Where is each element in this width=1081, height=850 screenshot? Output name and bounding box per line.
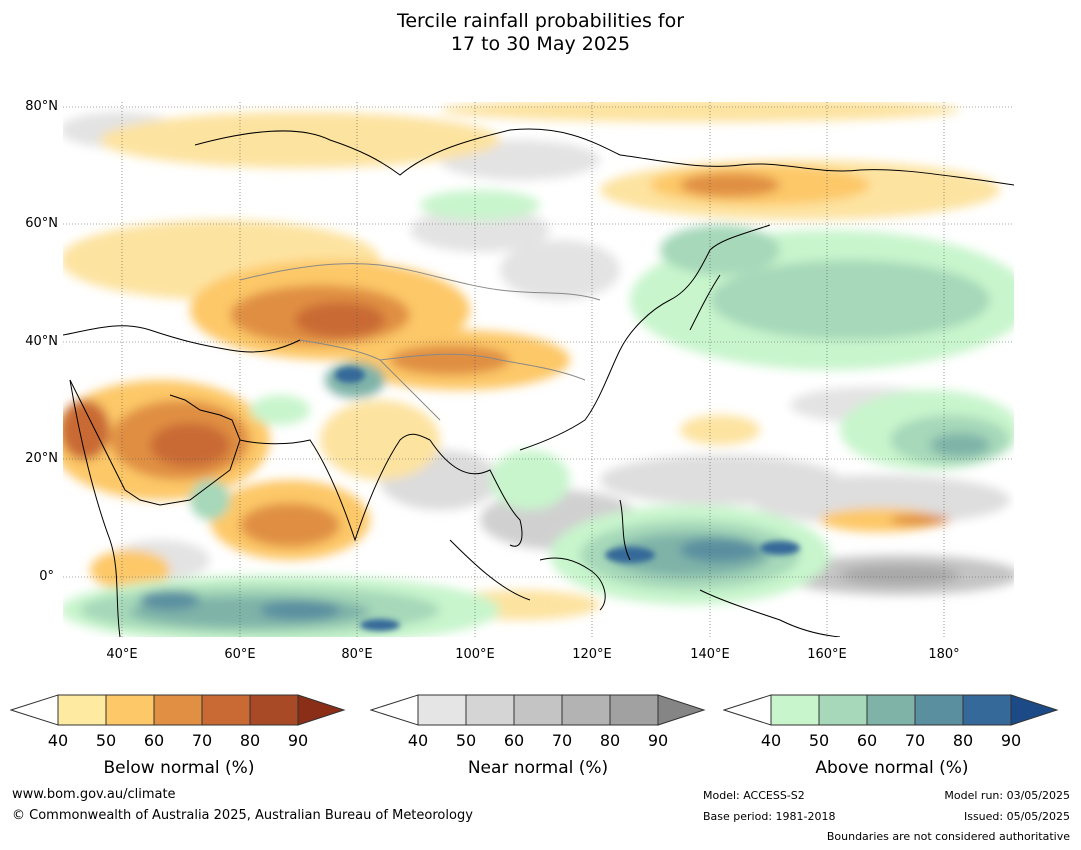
- colorbar-tick-label: 50: [95, 731, 117, 750]
- colorbar-segment: [105, 694, 155, 726]
- colorbar-min-extension: [370, 694, 419, 726]
- map-title-line1: Tercile rainfall probabilities for: [396, 10, 685, 32]
- lat-label: 0°: [39, 569, 54, 584]
- colorbar-segment: [153, 694, 203, 726]
- colorbar-segment: [770, 694, 820, 726]
- lon-label: 180°: [928, 647, 960, 662]
- colorbar-tick-label: 90: [647, 731, 669, 750]
- colorbar-tick-label: 60: [503, 731, 525, 750]
- colorbar-segment: [818, 694, 868, 726]
- colorbar-tick-label: 50: [808, 731, 830, 750]
- copyright-text: © Commonwealth of Australia 2025, Austra…: [12, 808, 473, 823]
- colorbar-segment: [914, 694, 964, 726]
- above-normal-title: Above normal (%): [815, 758, 969, 778]
- colorbar-tick-label: 70: [904, 731, 926, 750]
- lat-label: 40°N: [25, 334, 58, 349]
- colorbar-segment: [866, 694, 916, 726]
- colorbar-segment: [249, 694, 299, 726]
- lon-label: 40°E: [106, 647, 138, 662]
- disclaimer-text: Boundaries are not considered authoritat…: [826, 830, 1070, 843]
- colorbar-tick-label: 80: [599, 731, 621, 750]
- colorbar-tick-label: 50: [455, 731, 477, 750]
- colorbar-segment: [609, 694, 659, 726]
- coastlines: [63, 128, 1014, 637]
- lon-label: 100°E: [455, 647, 495, 662]
- near-normal-colorbar: [370, 694, 706, 726]
- issued-text: Issued: 05/05/2025: [963, 810, 1070, 823]
- map-title-line2: 17 to 30 May 2025: [450, 33, 631, 55]
- colorbar-max-extension: [657, 694, 706, 726]
- lon-label: 60°E: [224, 647, 256, 662]
- near-normal-title: Near normal (%): [467, 758, 609, 778]
- lon-label: 120°E: [572, 647, 612, 662]
- lat-label: 80°N: [25, 99, 58, 114]
- colorbar-min-extension: [723, 694, 772, 726]
- colorbar-tick-label: 40: [760, 731, 782, 750]
- colorbar-tick-label: 40: [47, 731, 69, 750]
- lon-label: 80°E: [341, 647, 373, 662]
- colorbar-segment: [57, 694, 107, 726]
- base-period-text: Base period: 1981-2018: [703, 810, 836, 823]
- model-run-text: Model run: 03/05/2025: [944, 789, 1070, 802]
- colorbar-tick-label: 80: [952, 731, 974, 750]
- colorbar-segment: [417, 694, 467, 726]
- colorbar-segment: [561, 694, 611, 726]
- colorbar-segment: [201, 694, 251, 726]
- lat-label: 20°N: [25, 451, 58, 466]
- colorbar-tick-label: 70: [551, 731, 573, 750]
- colorbar-tick-label: 90: [287, 731, 309, 750]
- colorbar-tick-label: 70: [191, 731, 213, 750]
- lon-label: 140°E: [690, 647, 730, 662]
- colorbar-tick-label: 60: [143, 731, 165, 750]
- colorbar-max-extension: [297, 694, 346, 726]
- colorbar-segment: [513, 694, 563, 726]
- lat-label: 60°N: [25, 216, 58, 231]
- country-boundaries: [239, 263, 601, 421]
- colorbar-max-extension: [1010, 694, 1059, 726]
- rainfall-probability-map: [63, 102, 1014, 637]
- colorbar-tick-label: 80: [239, 731, 261, 750]
- above-normal-colorbar: [723, 694, 1059, 726]
- website-link[interactable]: www.bom.gov.au/climate: [12, 787, 176, 802]
- colorbar-min-extension: [10, 694, 59, 726]
- colorbar-segment: [962, 694, 1012, 726]
- model-text: Model: ACCESS-S2: [703, 789, 805, 802]
- below-normal-title: Below normal (%): [103, 758, 255, 778]
- lon-label: 160°E: [807, 647, 847, 662]
- colorbar-segment: [465, 694, 515, 726]
- colorbar-tick-label: 60: [856, 731, 878, 750]
- colorbar-tick-label: 90: [1000, 731, 1022, 750]
- colorbar-tick-label: 40: [407, 731, 429, 750]
- probability-field: [63, 102, 1014, 637]
- below-normal-colorbar: [10, 694, 346, 726]
